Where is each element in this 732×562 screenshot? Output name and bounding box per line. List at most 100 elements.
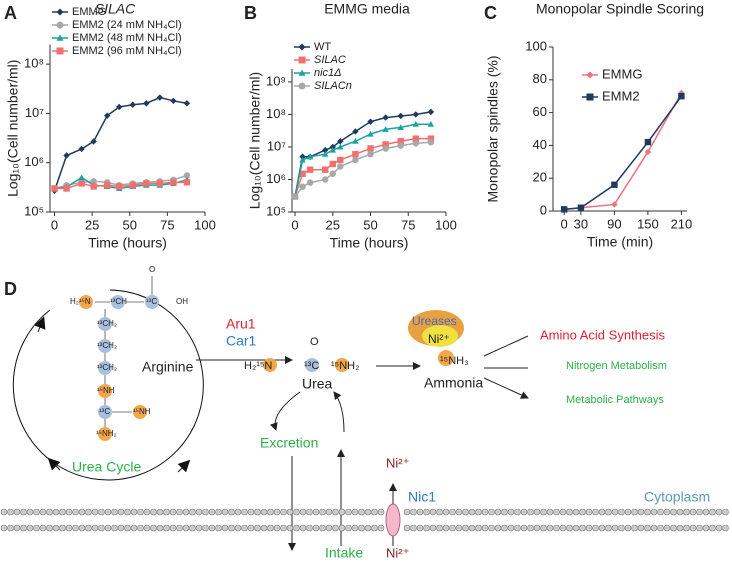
marker [322,176,329,183]
y-axis-label: Log₁₀(Cell number/ml) [5,60,21,197]
intake: Intake [325,545,363,561]
marker [156,180,164,187]
lipid [611,524,619,532]
marker [560,206,568,213]
lipid [59,524,66,532]
cycle-arrow [177,459,191,473]
lipid [683,508,690,516]
series-line [294,111,432,197]
lipid [709,508,716,516]
lipid [585,524,593,532]
lipid [527,508,534,516]
enzyme: Aru1 [226,316,256,332]
lipid [436,508,443,516]
marker [382,145,389,152]
ni: Ni²⁺ [428,332,450,346]
marker [56,34,64,41]
charts: A SILAC 10⁵ 10⁶ 10⁷ 10⁸ 0 25 50 75 100 Time (hours)… [4,1,704,251]
lipid [215,524,222,532]
marker [291,193,299,200]
lipid [325,524,333,532]
lipid [663,524,671,532]
lipid [150,524,157,532]
lipid [650,508,658,516]
marker [298,82,306,90]
lipid [137,508,144,516]
legend-label: EMMG [72,6,106,18]
lipid [137,524,144,532]
atom: ¹³C [99,407,110,416]
lipid [332,508,339,516]
x-axis-label: Time (hours) [88,235,167,251]
marker [337,156,344,164]
lipid [176,524,183,532]
marker [298,69,306,76]
lipid [514,508,521,516]
arrow [333,391,345,433]
lipid [338,524,346,532]
marker [183,100,191,107]
lipid [189,524,196,532]
lipid [442,508,450,516]
lipid [468,524,476,532]
lipid [26,524,34,532]
lipid [72,524,79,532]
y-tick-label: 0 [540,202,547,217]
marker [298,43,306,51]
lipid [150,508,157,516]
ammonia-label: Ammonia [424,375,483,391]
atom: OH [176,297,188,306]
lipid [572,508,580,516]
lipid [85,524,92,532]
marker [337,143,344,150]
lipid [46,524,53,532]
lipid [221,508,229,516]
lipid [13,524,21,532]
lipid [683,524,690,532]
lipid [657,524,664,532]
lipid [0,524,8,532]
lipid [234,524,242,532]
lipid [124,508,131,516]
legend-label: EMMG [602,66,642,81]
lipid [442,524,450,532]
lipid [371,508,378,516]
marker [51,185,58,192]
ureases: Ureases [412,314,457,328]
y-tick-label: 10⁷ [25,105,44,120]
lipid [468,508,476,516]
lipid [163,524,170,532]
marker [352,138,359,144]
lipid [475,508,482,516]
marker [56,21,64,29]
y-tick-label: 10⁸ [266,106,286,121]
lipid [176,508,183,516]
lipid [124,524,131,532]
marker [397,138,404,145]
lipid [111,524,118,532]
lipid [618,508,625,516]
lipid [293,508,300,516]
lipid [520,524,528,532]
marker [382,126,389,132]
lipid [423,524,430,532]
lipid [605,524,612,532]
lipid [559,508,567,516]
marker [90,178,97,185]
lipid [364,508,372,516]
marker [63,185,70,192]
marker [129,101,136,108]
marker [116,183,123,190]
panel-label: A [4,3,17,23]
series-line [294,137,431,197]
marker [183,172,191,179]
lipid [280,524,287,532]
marker [90,138,97,145]
atom: ¹³CH₂ [97,363,117,372]
marker [367,118,374,125]
x-tick-label: 0 [561,216,568,231]
lipid [306,508,313,516]
marker [322,166,329,173]
lipid [143,524,151,532]
lipid [286,524,294,532]
